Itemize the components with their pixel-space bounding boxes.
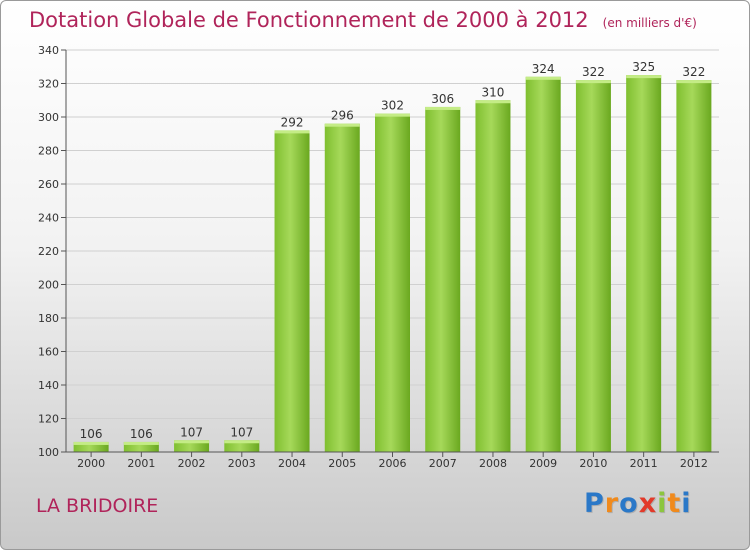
logo-letter: o (619, 488, 639, 519)
value-label: 322 (582, 65, 605, 79)
location-name: LA BRIDOIRE (36, 495, 159, 517)
bar (375, 113, 410, 453)
bar (575, 80, 611, 453)
y-tick-label: 200 (38, 279, 59, 292)
y-tick-label: 160 (38, 346, 59, 359)
x-tick-label: 2008 (479, 457, 507, 470)
unit-note: (en milliers d'€) (602, 16, 697, 30)
x-tick-label: 2006 (379, 457, 407, 470)
y-tick-label: 300 (38, 111, 59, 124)
x-tick-label: 2005 (328, 457, 356, 470)
x-tick-label: 2004 (278, 457, 306, 470)
logo-letter: r (604, 488, 620, 519)
logo-letter: i (657, 488, 668, 519)
value-label: 106 (80, 427, 103, 441)
proxiti-logo: Proxiti (584, 488, 692, 519)
x-tick-label: 2011 (630, 457, 658, 470)
x-tick-label: 2007 (429, 457, 457, 470)
y-tick-label: 180 (38, 312, 59, 325)
bar-top (224, 440, 260, 444)
bar-top (73, 441, 109, 445)
bar (324, 123, 360, 452)
y-tick-label: 260 (38, 178, 59, 191)
chart-title-text: Dotation Globale de Fonctionnement de 20… (29, 8, 589, 32)
value-label: 107 (180, 425, 203, 439)
x-tick-label: 2012 (680, 457, 708, 470)
x-tick-label: 2009 (529, 457, 557, 470)
x-tick-label: 2002 (178, 457, 206, 470)
value-label: 107 (230, 425, 253, 439)
y-tick-label: 100 (38, 446, 59, 459)
y-tick-label: 320 (38, 78, 59, 91)
bar-top (123, 441, 159, 445)
value-label: 306 (431, 92, 454, 106)
logo-letter: P (584, 488, 605, 519)
value-label: 106 (130, 427, 153, 441)
y-tick-label: 220 (38, 245, 59, 258)
bar (676, 80, 712, 453)
value-label: 292 (281, 115, 304, 129)
x-tick-label: 2003 (228, 457, 256, 470)
bar (626, 75, 662, 452)
value-label: 325 (632, 60, 655, 74)
bar-top (525, 76, 561, 80)
value-label: 296 (331, 109, 354, 123)
y-tick-label: 140 (38, 379, 59, 392)
bar-top (575, 80, 611, 84)
y-tick-label: 120 (38, 413, 59, 426)
y-tick-label: 280 (38, 145, 59, 158)
bar (274, 130, 310, 452)
axes: 100 120 140 160 180 200 220 240 260 280 300 320 340 2… (38, 44, 719, 470)
bar (224, 440, 260, 452)
bars: 106 106 107 107 292 296 302 306 310 324 322 325 322 (73, 60, 712, 453)
bar (73, 441, 109, 452)
bar-top (324, 123, 360, 127)
bar-top (274, 130, 310, 134)
bar (475, 100, 511, 452)
bar-top (626, 75, 662, 79)
chart-title: Dotation Globale de Fonctionnement de 20… (29, 8, 697, 32)
value-label: 324 (532, 62, 555, 76)
bar-top (425, 106, 461, 110)
bar-top (676, 80, 712, 84)
y-tick-label: 240 (38, 212, 59, 225)
value-label: 310 (482, 85, 505, 99)
x-tick-label: 2010 (579, 457, 607, 470)
logo-letter: t (667, 488, 682, 519)
bar-top (475, 100, 511, 104)
bar (525, 76, 561, 453)
bar-top (375, 113, 410, 117)
value-label: 322 (682, 65, 705, 79)
logo-letter: x (638, 488, 658, 519)
logo-letter: i (681, 488, 692, 519)
x-tick-label: 2001 (127, 457, 155, 470)
y-tick-label: 340 (38, 44, 59, 57)
bar-top (174, 440, 210, 444)
value-label: 302 (381, 99, 404, 113)
bar (425, 106, 461, 452)
x-tick-label: 2000 (77, 457, 105, 470)
bar (123, 441, 159, 452)
bar (174, 440, 210, 452)
